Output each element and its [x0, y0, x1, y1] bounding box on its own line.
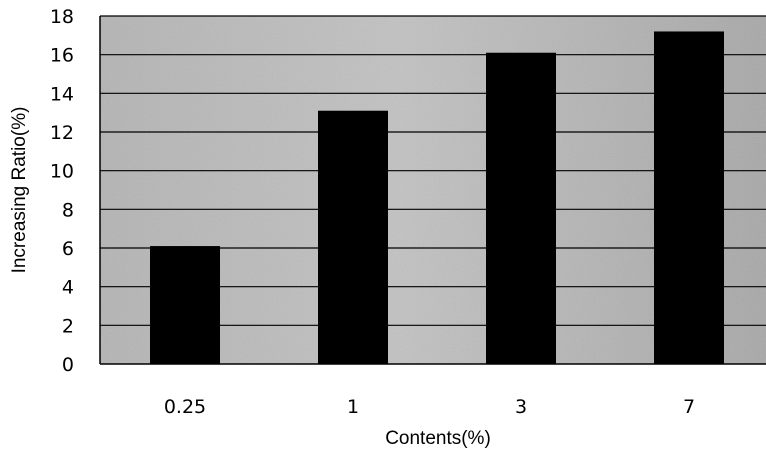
y-tick-label: 10: [50, 161, 74, 183]
y-tick-label: 2: [62, 315, 74, 337]
bars: [150, 31, 724, 364]
x-tick-label: 7: [683, 396, 695, 418]
bar-1: [318, 110, 388, 364]
axes: [99, 16, 766, 365]
bar-0.25: [150, 246, 220, 364]
x-tick-label: 1: [347, 396, 359, 418]
bar-3: [486, 52, 556, 364]
x-tick-labels: 0.25 1 3 7: [164, 396, 695, 418]
y-tick-label: 6: [62, 238, 74, 260]
x-tick-label: 3: [515, 396, 527, 418]
y-tick-label: 8: [62, 199, 74, 221]
y-tick-label: 0: [62, 354, 74, 376]
y-tick-label: 12: [50, 122, 74, 144]
x-axis-title: Contents(%): [385, 428, 491, 449]
y-tick-label: 4: [62, 277, 74, 299]
y-tick-labels: 0 2 4 6 8 10 12 14 16 18: [50, 6, 74, 376]
x-tick-label: 0.25: [164, 396, 206, 418]
y-tick-label: 18: [50, 6, 74, 28]
bar-7: [654, 31, 724, 364]
y-tick-label: 16: [50, 45, 74, 67]
y-axis-title: Increasing Ratio(%): [9, 107, 30, 274]
y-tick-label: 14: [50, 83, 74, 105]
